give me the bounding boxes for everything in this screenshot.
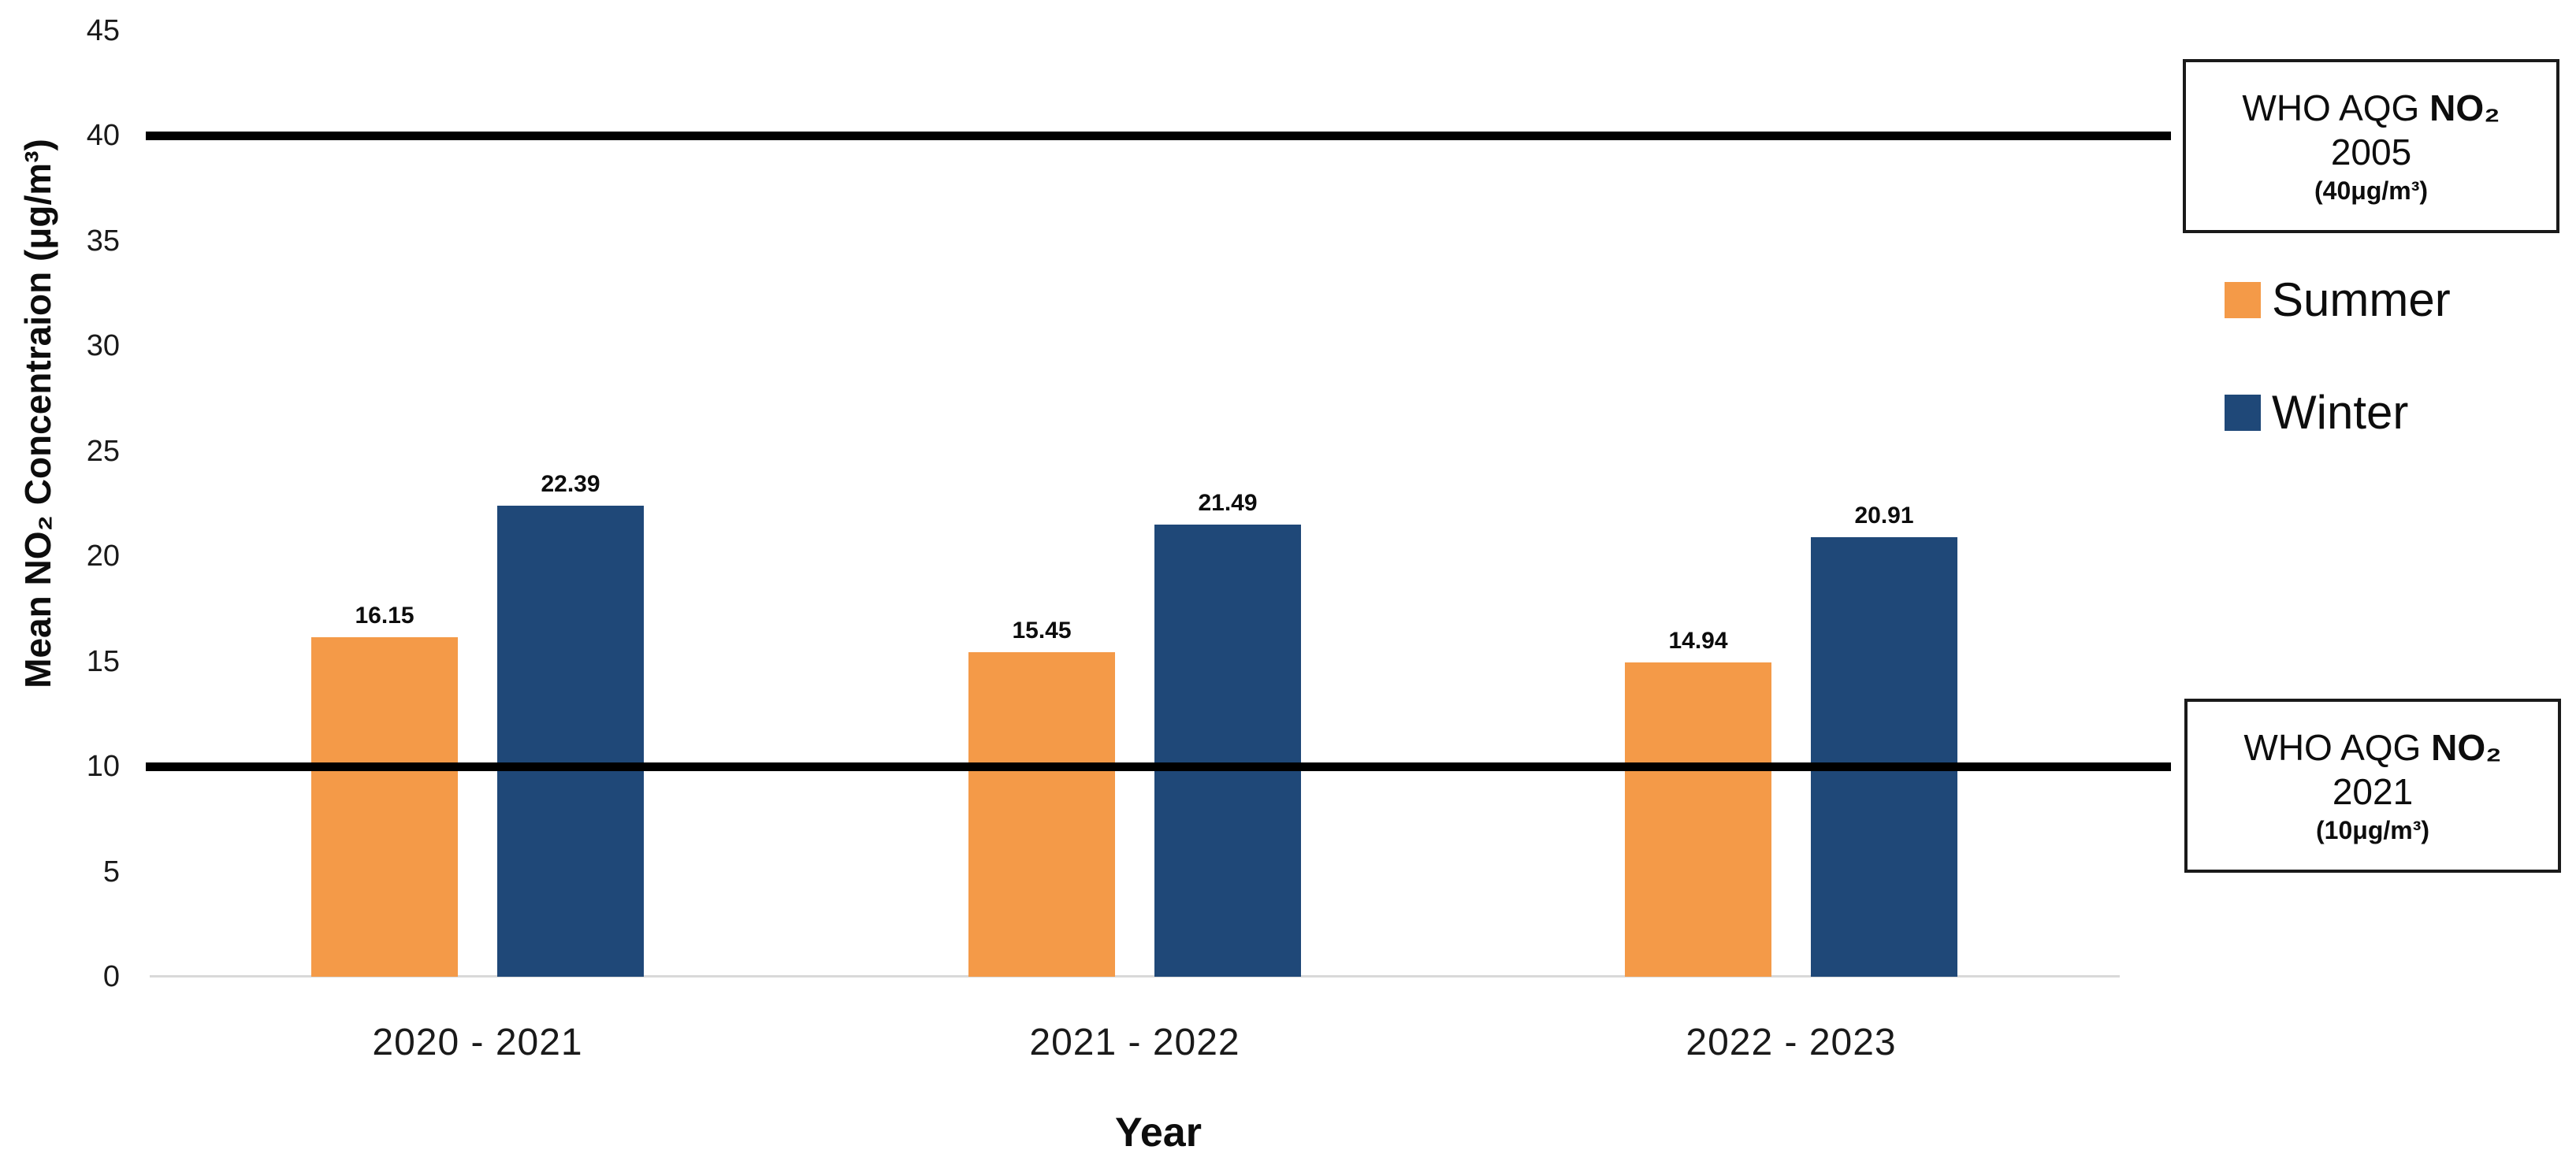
summer-color-swatch xyxy=(2225,281,2261,318)
y-axis-tick-label: 30 xyxy=(86,329,120,363)
bar-value-label-winter-2021-2022: 21.49 xyxy=(1198,490,1258,517)
y-axis-tick-label: 20 xyxy=(86,540,120,573)
x-axis-category-label: 2021 - 2022 xyxy=(1029,1022,1240,1063)
y-axis-tick-label: 35 xyxy=(86,224,120,258)
x-axis-title: Year xyxy=(1115,1110,1202,1156)
y-axis-tick-label: 15 xyxy=(86,644,120,678)
y-axis-tick-label: 40 xyxy=(86,119,120,153)
bar-value-label-summer-2020-2021: 16.15 xyxy=(355,602,414,629)
legend-item-winter: Winter xyxy=(2225,385,2408,440)
no2-chemical-label: NO₂ xyxy=(2431,727,2502,768)
who-aqg-2021-annotation-box: WHO AQG NO₂ 2021 (10μg/m³) xyxy=(2184,699,2561,873)
who-aqg-2005-limit: (40μg/m³) xyxy=(2314,176,2429,205)
bar-winter-2020-2021 xyxy=(497,506,644,977)
who-aqg-2005-year: 2005 xyxy=(2330,132,2412,173)
who-aqg-2021-year: 2021 xyxy=(2332,771,2414,812)
bar-winter-2022-2023 xyxy=(1811,536,1957,977)
y-axis-tick-label: 0 xyxy=(102,960,120,993)
who-aqg-2005-annotation-box: WHO AQG NO₂ 2005 (40μg/m³) xyxy=(2183,59,2559,233)
y-axis-tick-label: 45 xyxy=(86,14,120,47)
who-aqg-2021-limit: (10μg/m³) xyxy=(2315,816,2430,844)
bar-winter-2021-2022 xyxy=(1154,525,1301,977)
y-axis-title: Mean NO₂ Concentraion (μg/m³) xyxy=(17,139,58,688)
bar-summer-2021-2022 xyxy=(968,651,1115,977)
no2-chemical-label: NO₂ xyxy=(2429,87,2500,128)
bar-summer-2022-2023 xyxy=(1625,662,1771,977)
bar-value-label-summer-2022-2023: 14.94 xyxy=(1668,628,1728,655)
x-axis-baseline xyxy=(150,975,2120,978)
who-aqg-2021-title: WHO AQG NO₂ xyxy=(2243,727,2502,768)
y-axis-tick-label: 25 xyxy=(86,434,120,468)
who-aqg-2005-title: WHO AQG NO₂ xyxy=(2242,87,2500,128)
x-axis-category-label: 2022 - 2023 xyxy=(1686,1022,1897,1063)
bar-summer-2020-2021 xyxy=(311,636,458,977)
legend-label-summer: Summer xyxy=(2272,273,2451,326)
bar-value-label-winter-2022-2023: 20.91 xyxy=(1854,502,1914,529)
winter-color-swatch xyxy=(2225,394,2261,431)
legend-item-summer: Summer xyxy=(2225,273,2451,327)
legend-label-winter: Winter xyxy=(2272,386,2409,439)
who-aqg-2005-reference-line xyxy=(146,132,2171,141)
bar-value-label-winter-2020-2021: 22.39 xyxy=(541,471,600,498)
bar-value-label-summer-2021-2022: 15.45 xyxy=(1012,617,1072,644)
who-aqg-2021-reference-line xyxy=(146,762,2171,772)
y-axis-tick-label: 10 xyxy=(86,750,120,784)
x-axis-category-label: 2020 - 2021 xyxy=(372,1022,583,1063)
y-axis-tick-label: 5 xyxy=(102,855,120,888)
